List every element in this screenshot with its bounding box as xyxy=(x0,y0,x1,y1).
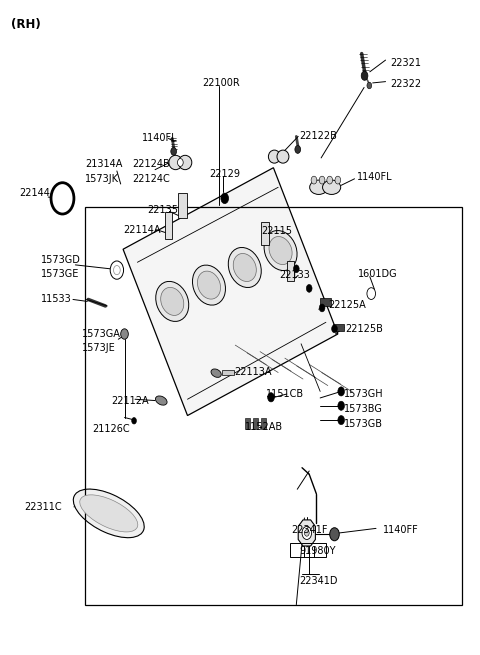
Text: 1573GH: 1573GH xyxy=(344,389,384,399)
Circle shape xyxy=(361,71,368,81)
Circle shape xyxy=(114,265,120,274)
Ellipse shape xyxy=(161,288,184,316)
Text: 22113A: 22113A xyxy=(234,367,272,377)
Text: 22311C: 22311C xyxy=(24,502,62,512)
Text: (RH): (RH) xyxy=(11,18,41,31)
Text: 22135: 22135 xyxy=(147,205,178,215)
Circle shape xyxy=(221,193,228,204)
Ellipse shape xyxy=(269,236,292,265)
Bar xyxy=(290,543,326,557)
Text: 1152AB: 1152AB xyxy=(245,422,283,432)
Text: 22341F: 22341F xyxy=(291,525,327,534)
Circle shape xyxy=(51,183,74,214)
Bar xyxy=(165,212,172,240)
Text: 1573GD: 1573GD xyxy=(40,255,80,265)
Ellipse shape xyxy=(310,180,328,195)
Ellipse shape xyxy=(211,369,221,377)
Text: 22321: 22321 xyxy=(390,58,421,68)
Circle shape xyxy=(338,402,345,410)
Circle shape xyxy=(367,83,372,89)
Text: 22114A: 22114A xyxy=(123,225,161,234)
Text: 11533: 11533 xyxy=(40,295,71,305)
Bar xyxy=(320,298,331,306)
Circle shape xyxy=(295,145,300,153)
Ellipse shape xyxy=(156,396,167,405)
Bar xyxy=(245,418,250,428)
Text: 1573JE: 1573JE xyxy=(82,343,115,353)
Bar xyxy=(287,261,294,280)
Bar xyxy=(85,207,462,605)
Bar xyxy=(253,418,258,428)
Circle shape xyxy=(132,417,136,424)
Circle shape xyxy=(327,176,333,184)
Text: 22133: 22133 xyxy=(279,271,310,280)
Text: 22112A: 22112A xyxy=(111,396,149,405)
Text: 1151CB: 1151CB xyxy=(266,389,304,399)
Ellipse shape xyxy=(73,489,144,538)
Circle shape xyxy=(178,159,183,166)
Text: 22115: 22115 xyxy=(262,226,292,236)
Ellipse shape xyxy=(264,231,297,271)
Polygon shape xyxy=(298,520,315,546)
Text: 1140FL: 1140FL xyxy=(142,134,178,143)
Text: 22122B: 22122B xyxy=(300,132,337,141)
Ellipse shape xyxy=(156,282,189,322)
Ellipse shape xyxy=(277,150,289,163)
Bar xyxy=(178,193,187,218)
Text: 22341D: 22341D xyxy=(300,576,338,586)
Text: 91980Y: 91980Y xyxy=(300,546,336,555)
Circle shape xyxy=(332,325,337,333)
Bar xyxy=(261,418,266,428)
Circle shape xyxy=(302,527,312,540)
Bar xyxy=(262,222,269,245)
Circle shape xyxy=(319,304,325,312)
Text: 22125A: 22125A xyxy=(328,300,366,310)
Text: 1573BG: 1573BG xyxy=(344,404,383,414)
Text: 22144: 22144 xyxy=(20,188,50,198)
Ellipse shape xyxy=(169,155,182,170)
Circle shape xyxy=(268,393,275,402)
Circle shape xyxy=(171,147,177,155)
Ellipse shape xyxy=(268,150,280,163)
Text: 1573GA: 1573GA xyxy=(82,329,120,339)
Text: 22100R: 22100R xyxy=(202,78,240,88)
Bar xyxy=(333,324,344,331)
Circle shape xyxy=(338,415,345,424)
Circle shape xyxy=(311,176,317,184)
Polygon shape xyxy=(123,168,338,415)
Text: 1573GE: 1573GE xyxy=(40,269,79,279)
Text: 22125B: 22125B xyxy=(345,324,383,334)
Text: 1573GB: 1573GB xyxy=(344,419,383,429)
Circle shape xyxy=(110,261,123,279)
Text: 21126C: 21126C xyxy=(92,424,130,434)
Text: 22124B: 22124B xyxy=(132,159,170,170)
Text: 22129: 22129 xyxy=(209,168,240,179)
Circle shape xyxy=(319,176,325,184)
Circle shape xyxy=(330,528,339,541)
Bar xyxy=(222,370,234,375)
Text: 1601DG: 1601DG xyxy=(359,269,398,279)
Ellipse shape xyxy=(323,180,341,195)
Circle shape xyxy=(367,288,375,299)
Text: 1573JK: 1573JK xyxy=(85,174,119,184)
Circle shape xyxy=(120,329,128,339)
Circle shape xyxy=(338,387,345,396)
Text: 22124C: 22124C xyxy=(132,174,170,184)
Text: 1140FF: 1140FF xyxy=(383,525,419,534)
Circle shape xyxy=(306,284,312,292)
Ellipse shape xyxy=(197,271,220,299)
Circle shape xyxy=(293,265,299,272)
Circle shape xyxy=(304,530,309,536)
Ellipse shape xyxy=(228,248,261,288)
Text: 22322: 22322 xyxy=(390,79,421,89)
Ellipse shape xyxy=(192,265,226,305)
Text: 21314A: 21314A xyxy=(85,159,122,170)
Text: 1140FL: 1140FL xyxy=(357,172,393,183)
Circle shape xyxy=(335,176,341,184)
Ellipse shape xyxy=(233,253,256,282)
Ellipse shape xyxy=(80,495,138,532)
Ellipse shape xyxy=(179,155,192,170)
